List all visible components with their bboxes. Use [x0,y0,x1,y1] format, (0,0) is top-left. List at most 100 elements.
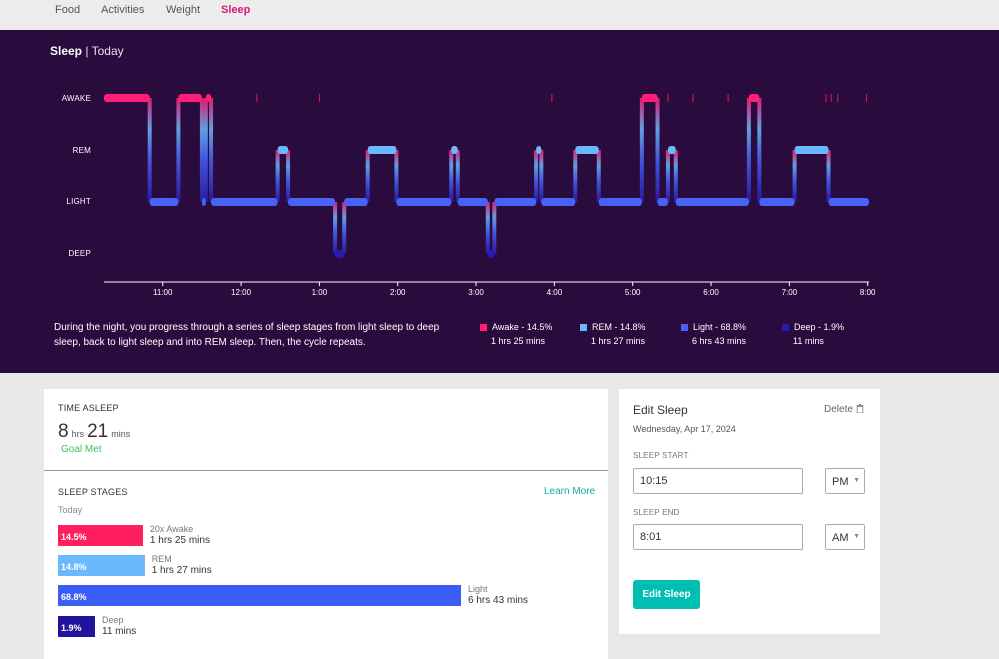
legend-rem-label: REM - 14.8% [592,322,646,332]
stage-transition [449,150,454,202]
sleep-start-ampm-select[interactable]: PM ▼ [825,468,865,494]
stage-transition [365,150,370,202]
stage-segment-light [149,198,179,206]
brief-awakening-mark [825,94,827,102]
stage-transition [333,202,338,254]
stage-bar-name: REM [151,554,172,564]
stage-segment-light [494,198,537,206]
legend-awake-swatch [480,324,487,331]
legend-awake-label: Awake - 14.5% [492,322,553,332]
stage-segment-awake [641,94,658,102]
goal-status: Goal Met [61,444,102,455]
legend-deep: Deep - 1.9% 11 mins [782,322,844,346]
legend-deep-swatch [782,324,789,331]
edit-sleep-button[interactable]: Edit Sleep [633,580,700,609]
nav-tab-sleep[interactable]: Sleep [221,4,251,16]
x-tick-label: 8:00 [860,288,876,297]
delete-button[interactable]: Delete [824,404,864,415]
stage-segment-light [396,198,452,206]
sleep-end-input[interactable] [633,524,803,550]
legend-light: Light - 68.8% 6 hrs 43 mins [681,322,746,346]
stage-transition [286,150,291,202]
stage-bar-label: Light 6 hrs 43 mins [468,584,528,606]
stage-segment-light [344,198,368,206]
stage-segment-rem [277,146,289,154]
sleep-hero-panel: 11:00 12:00 1:00 2:00 3:00 4:00 5:00 6:00 7:00 8:… [0,30,999,373]
stage-segment-light [828,198,869,206]
stage-transition [534,150,539,202]
stage-segment-light [759,198,795,206]
brief-awakening-mark [551,94,553,102]
sleep-start-input[interactable] [633,468,803,494]
legend-awake: Awake - 14.5% 1 hrs 25 mins [480,322,552,346]
stage-segment-rem [794,146,829,154]
stage-transition [342,202,347,254]
learn-more-link[interactable]: Learn More [544,486,596,497]
stage-bar-rem: 14.8% [58,555,145,576]
edit-sleep-title: Edit Sleep [633,403,688,417]
legend-light-swatch [681,324,688,331]
stage-bar-deep: 1.9% [58,616,95,637]
stage-bar-duration: 1 hrs 27 mins [151,565,212,576]
stage-segment-rem [575,146,599,154]
sleep-start-ampm-value: PM [832,476,849,488]
stage-transition [203,98,208,202]
stage-segment-deep [335,250,345,258]
x-tick-label: 5:00 [625,288,641,297]
nav-tab-weight[interactable]: Weight [166,4,201,16]
stage-transition [455,150,460,202]
stage-segment-awake [748,94,760,102]
time-asleep-minutes-unit: mins [111,429,131,439]
stage-segment-light [598,198,642,206]
stage-segment-light [541,198,576,206]
stage-label-light: LIGHT [66,197,91,206]
stage-segment-awake [205,94,212,102]
stage-bar-duration: 1 hrs 25 mins [149,535,210,546]
sleep-hypnogram-chart: 11:00 12:00 1:00 2:00 3:00 4:00 5:00 6:00 7:00 8:… [104,94,876,297]
stage-segment-light [675,198,749,206]
stage-segment-light [211,198,278,206]
stage-transition [826,150,831,202]
stage-segment-rem [536,146,542,154]
stage-bar-label: Deep 11 mins [102,615,136,637]
stage-segment-light [288,198,336,206]
stage-segment-deep [487,250,495,258]
time-asleep-hours: 8 [58,421,69,442]
stage-transition [492,202,497,254]
brief-awakening-mark [865,94,868,102]
stage-bar-label: 20x Awake 1 hrs 25 mins [150,524,210,546]
x-tick-label: 2:00 [390,288,406,297]
brief-awakening-mark [830,94,832,102]
nav-tab-activities[interactable]: Activities [101,4,145,16]
time-asleep-caption: TIME ASLEEP [58,403,119,413]
edit-sleep-card: Edit Sleep Delete Wednesday, Apr 17, 202… [619,389,880,634]
stage-bar--x-awake: 14.5% [58,525,143,546]
hero-title-separator: | [85,44,89,58]
stage-bar-name: 20x Awake [149,524,194,534]
brief-awakening-mark [692,94,694,102]
nav-tab-food[interactable]: Food [55,4,81,16]
stage-bar-label: REM 1 hrs 27 mins [152,554,212,576]
stage-segment-awake [104,94,150,102]
stage-label-deep: DEEP [68,249,91,258]
stage-transition [639,98,644,202]
x-tick-label: 6:00 [703,288,719,297]
stage-transition [792,150,797,202]
stage-label-rem: REM [72,146,91,155]
hero-title-period: Today [91,44,124,58]
stage-transition [655,98,660,202]
chevron-down-icon: ▼ [853,533,860,540]
sleep-end-caption: SLEEP END [633,508,680,517]
delete-label: Delete [824,404,853,415]
sleep-stages-caption: SLEEP STAGES [58,487,128,497]
sleep-end-ampm-select[interactable]: AM ▼ [825,524,865,550]
x-tick-label: 4:00 [547,288,563,297]
stage-transition [665,150,670,202]
brief-awakening-mark [318,94,321,102]
stage-transition [746,98,751,202]
legend-light-label: Light - 68.8% [693,322,747,332]
x-tick-label: 7:00 [782,288,798,297]
stage-bar-light: 68.8% [58,585,461,606]
sleep-stages-period: Today [58,505,83,515]
stage-transition [176,98,181,202]
